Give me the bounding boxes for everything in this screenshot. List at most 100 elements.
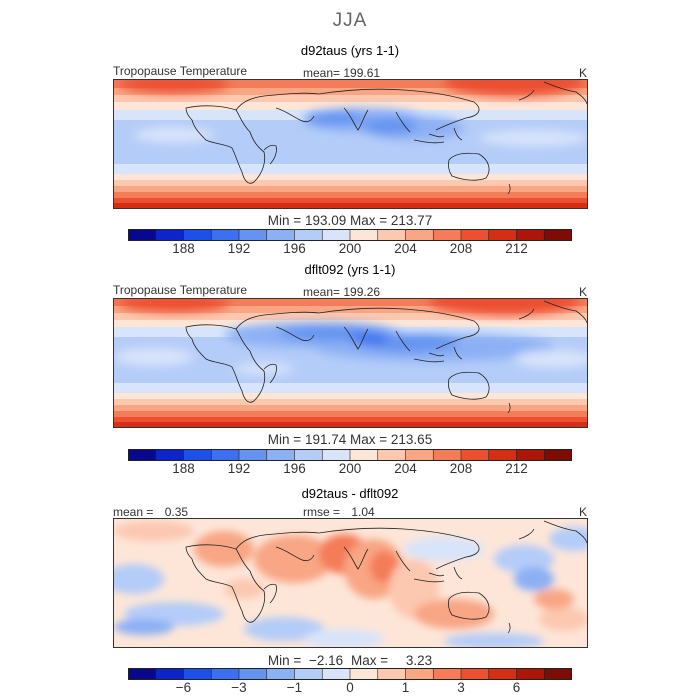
panel-3-mean-value: 0.35 — [164, 505, 189, 519]
panel-2-mean-label: mean= — [303, 285, 341, 299]
colorbar-swatch — [433, 229, 462, 241]
colorbar-swatch — [350, 229, 379, 241]
colorbar-swatch — [405, 229, 434, 241]
panel-1-tick-label: 208 — [449, 241, 473, 256]
panel-3-tick-label: 1 — [401, 680, 410, 695]
panel-3-map — [113, 518, 588, 648]
panel-2-variable-label: Tropopause Temperature — [113, 283, 248, 297]
panel-3-tick-label: 3 — [457, 680, 465, 695]
colorbar-swatch — [239, 229, 268, 241]
panel-3-tick-label: −6 — [175, 680, 192, 695]
panel-3-min-value: −2.16 — [309, 653, 344, 668]
colorbar-swatch — [544, 229, 572, 241]
colorbar-swatch — [155, 449, 184, 461]
panel-1-max-label: Max = — [350, 213, 388, 228]
colorbar-frame — [128, 668, 572, 680]
panel-2-tick-label: 192 — [227, 461, 251, 476]
colorbar-swatch — [544, 449, 572, 461]
panel-1-mean-value: 199.61 — [343, 66, 381, 80]
panel-3-rmse: rmse = 1.04 — [303, 505, 375, 519]
colorbar-swatch — [128, 449, 157, 461]
colorbar-swatch — [211, 449, 240, 461]
colorbar-swatch — [128, 668, 157, 680]
panel-1-tick-label: 188 — [172, 241, 195, 256]
colorbar-swatch — [405, 449, 434, 461]
panel-3-tick-label: 0 — [346, 680, 354, 695]
colorbar-swatch — [211, 668, 240, 680]
panel-2-tick-label: 208 — [449, 461, 473, 476]
panel-1-max-value: 213.77 — [390, 213, 433, 228]
panel-1-tick-label: 204 — [394, 241, 417, 256]
colorbar-swatch — [155, 229, 184, 241]
panel-2-coastlines — [185, 300, 587, 414]
colorbar-swatch — [294, 668, 323, 680]
panel-3-tick-label: −3 — [231, 680, 247, 695]
panel-1-min-label: Min = — [267, 213, 302, 228]
panel-3-tick-label: 6 — [512, 680, 521, 695]
panel-3-minmax: Min = −2.16 Max = 3.23 — [0, 653, 700, 668]
colorbar-swatch — [183, 449, 212, 461]
panel-2-mean-value: 199.26 — [343, 285, 381, 299]
panel-2-map — [113, 298, 588, 428]
colorbar-swatch — [266, 229, 295, 241]
panel-3-max-label: Max = — [350, 653, 389, 668]
panel-1-title: d92taus (yrs 1-1) — [300, 43, 400, 58]
panel-2-min-label: Min = — [267, 432, 302, 447]
panel-2-mean: mean= 199.26 — [303, 285, 380, 299]
colorbar-swatch — [488, 668, 517, 680]
panel-2-tick-label: 196 — [283, 461, 306, 476]
panel-2-colorbar-ticks: 188 192 196 200 204 208 212 — [0, 461, 700, 479]
colorbar-swatch — [488, 229, 517, 241]
panel-3-colorbar — [128, 668, 572, 680]
panel-1-coastlines — [185, 81, 587, 195]
colorbar-swatch — [350, 449, 379, 461]
panel-3-colorbar-svg — [128, 668, 572, 680]
panel-3-min-label: Min = — [267, 653, 302, 668]
panel-2-tick-label: 200 — [338, 461, 362, 476]
panel-2-tick-label: 204 — [394, 461, 417, 476]
colorbar-swatch — [266, 449, 295, 461]
panel-1-minmax: Min = 193.09 Max = 213.77 — [0, 213, 700, 228]
panel-2-colorbar-svg — [128, 449, 572, 461]
colorbar-swatch — [155, 668, 184, 680]
panel-1-variable-label: Tropopause Temperature — [113, 64, 248, 78]
colorbar-swatch — [377, 449, 406, 461]
panel-3-rmse-value: 1.04 — [351, 505, 375, 519]
panel-2-field — [114, 299, 587, 427]
panel-1-field — [114, 80, 587, 208]
colorbar-swatch — [516, 668, 545, 680]
panel-1-tick-label: 212 — [505, 241, 528, 256]
colorbar-swatch — [516, 229, 545, 241]
colorbar-swatch — [128, 229, 157, 241]
colorbar-swatch — [239, 668, 268, 680]
panel-2-max-value: 213.65 — [390, 432, 433, 447]
colorbar-swatch — [183, 229, 212, 241]
panel-3-mean: mean = 0.35 — [113, 505, 188, 519]
panel-1-mean: mean= 199.61 — [303, 66, 380, 80]
panel-2-tick-label: 212 — [505, 461, 528, 476]
colorbar-swatch — [266, 668, 295, 680]
panel-3-coastlines — [185, 520, 587, 634]
panel-3-rmse-label: rmse = — [303, 505, 341, 519]
panel-1-tick-label: 192 — [227, 241, 251, 256]
panel-3-field — [114, 519, 587, 647]
colorbar-swatch — [294, 449, 323, 461]
colorbar-swatch — [183, 668, 212, 680]
colorbar-swatch — [377, 229, 406, 241]
colorbar-swatch — [433, 449, 462, 461]
colorbar-swatch — [350, 668, 379, 680]
panel-1-colorbar-ticks: 188 192 196 200 204 208 212 — [0, 241, 700, 259]
panel-1-tick-label: 196 — [283, 241, 306, 256]
colorbar-swatch — [461, 229, 490, 241]
panel-1-tick-label: 200 — [338, 241, 362, 256]
colorbar-swatch — [294, 229, 323, 241]
panel-2-min-value: 191.74 — [304, 432, 347, 447]
panel-2-colorbar — [128, 449, 572, 461]
colorbar-swatch — [461, 668, 490, 680]
panel-2-units: K — [579, 285, 588, 299]
colorbar-swatch — [544, 668, 572, 680]
panel-2-title: dflt092 (yrs 1-1) — [304, 262, 396, 277]
colorbar-frame — [128, 449, 572, 461]
panel-1-mean-label: mean= — [303, 66, 341, 80]
